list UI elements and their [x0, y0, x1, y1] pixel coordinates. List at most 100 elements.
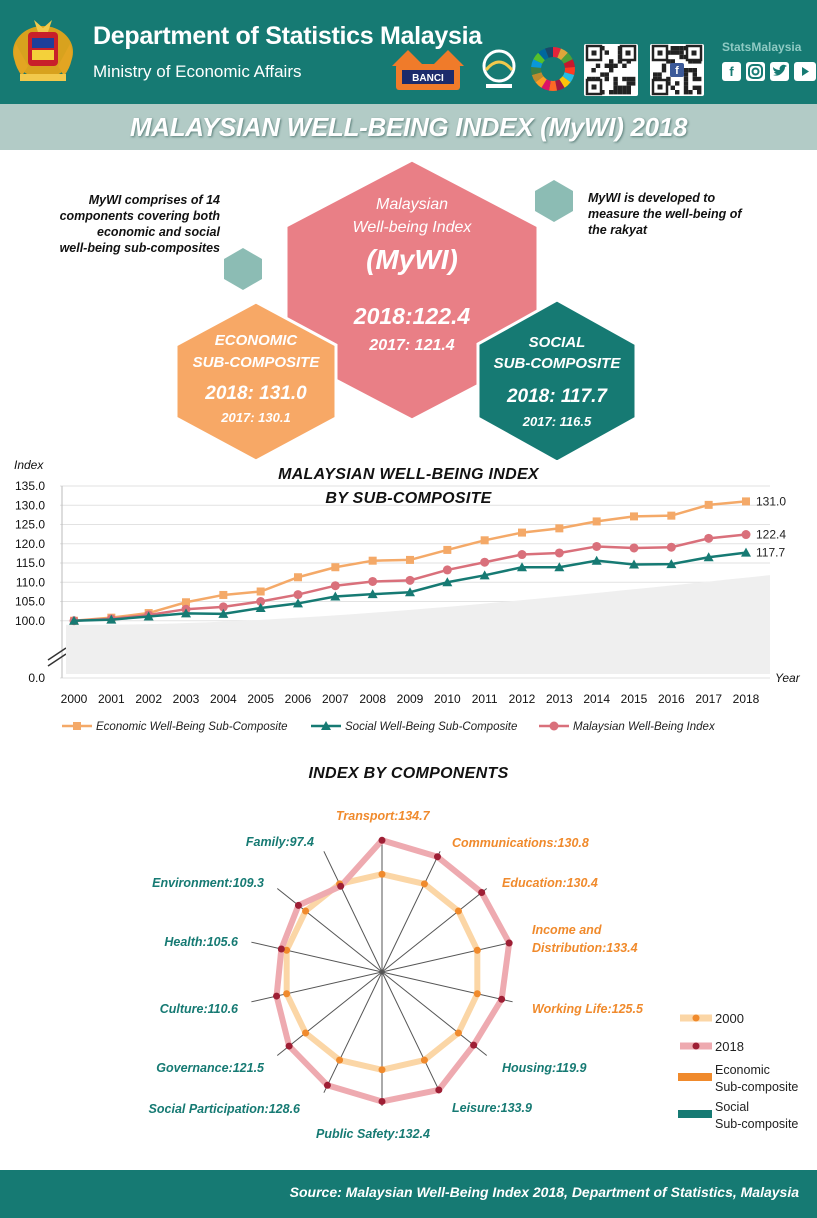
- y-tick-label: 100.0: [15, 614, 45, 628]
- radar-point-2000: [473, 990, 481, 998]
- data-point-circle: [330, 581, 340, 591]
- radar-point-2000: [302, 907, 310, 915]
- radar-label: Leisure:133.9: [452, 1101, 532, 1115]
- youtube-icon[interactable]: [794, 62, 816, 81]
- radar-point-2018: [498, 995, 506, 1003]
- radar-label: Family:97.4: [246, 835, 314, 849]
- x-tick-label: 2012: [509, 692, 536, 706]
- radar-point-2018: [337, 882, 345, 890]
- x-tick-label: 2001: [98, 692, 125, 706]
- radar-label: Social Participation:128.6: [149, 1102, 301, 1116]
- radar-label: Distribution:133.4: [532, 941, 638, 955]
- data-point-triangle: [703, 552, 714, 562]
- radar-point-2000: [378, 1066, 386, 1074]
- note-left-line: components covering both: [59, 209, 220, 223]
- social-hexagon: [476, 298, 638, 460]
- x-tick-label: 2014: [583, 692, 610, 706]
- social-label-line1: SOCIAL: [528, 334, 586, 351]
- note-right: MyWI is developed to measure the well-be…: [588, 190, 788, 238]
- mywi-value-2017: 2017: 121.4: [369, 337, 455, 354]
- legend-label: 2018: [715, 1039, 744, 1054]
- x-tick-label: 2005: [247, 692, 274, 706]
- data-point-triangle: [517, 562, 527, 572]
- note-left: MyWI comprises of 14 components covering…: [30, 192, 220, 256]
- data-point-triangle: [666, 559, 677, 569]
- radar-point-2018: [323, 1081, 331, 1089]
- economic-hexagon: [174, 300, 338, 460]
- radar-point-2018: [435, 1086, 443, 1094]
- axis-break-mark: [47, 653, 67, 667]
- data-point-triangle: [405, 587, 415, 597]
- data-point-circle: [368, 576, 378, 586]
- title-bar: [0, 104, 817, 150]
- radar-spoke: [381, 971, 488, 1056]
- radar-label: Public Safety:132.4: [316, 1127, 430, 1141]
- data-point-circle: [517, 550, 527, 560]
- data-point-triangle: [181, 608, 191, 618]
- legend-marker: [321, 721, 331, 730]
- data-point-square: [368, 556, 377, 565]
- data-point-circle: [629, 543, 639, 553]
- legend-label: Economic Well-Being Sub-Composite: [96, 721, 288, 733]
- legend-marker: [692, 1042, 700, 1050]
- radar-spoke: [381, 971, 441, 1093]
- facebook-icon[interactable]: f: [722, 62, 741, 81]
- radar-spoke: [251, 941, 383, 973]
- department-title: Department of Statistics Malaysia: [93, 22, 482, 50]
- census-globe-logo-icon: [482, 49, 516, 88]
- radar-chart: Transport:134.7 Communications:130.8 Educa…: [149, 809, 799, 1141]
- data-point-square: [406, 555, 414, 564]
- radar-point-2018: [277, 945, 285, 953]
- legend-label: Sub-composite: [715, 1117, 798, 1131]
- y-tick-label: 115.0: [16, 556, 45, 570]
- radar-point-2000: [454, 907, 462, 915]
- footer-bar: [0, 1170, 817, 1218]
- ministry-subtitle: Ministry of Economic Affairs: [93, 62, 302, 81]
- radar-spoke: [381, 888, 488, 973]
- mywi-label-line2: Well-being Index: [352, 219, 472, 236]
- legend-marker: [73, 722, 81, 730]
- data-point-circle: [554, 548, 564, 558]
- legend-label: Economic: [715, 1063, 770, 1077]
- y-tick-label: 125.0: [15, 518, 45, 532]
- axis-break-mark: [47, 647, 67, 661]
- y-tick-label: 120.0: [15, 537, 45, 551]
- data-point-triangle: [69, 615, 79, 625]
- data-point-circle: [442, 565, 452, 575]
- data-point-circle: [218, 602, 228, 612]
- x-tick-label: 2018: [733, 692, 760, 706]
- malaysia-crest-icon: [13, 20, 73, 81]
- qr-code-facebook-icon[interactable]: f: [650, 44, 704, 96]
- social-label-line2: SUB-COMPOSITE: [493, 355, 621, 372]
- legend-marker: [692, 1014, 700, 1022]
- data-point-triangle: [367, 589, 378, 599]
- data-point-square: [742, 497, 750, 506]
- banci-logo-icon: BANCI: [392, 50, 464, 90]
- twitter-icon[interactable]: [770, 62, 789, 81]
- y-tick-label: 110.0: [16, 575, 45, 589]
- data-point-triangle: [330, 591, 341, 601]
- data-point-square: [555, 524, 564, 533]
- sdg-wheel-logo-icon: [531, 47, 575, 91]
- radar-point-2018: [505, 939, 513, 947]
- economic-value-2018: 2018: 131.0: [205, 383, 307, 404]
- qr-code-icon[interactable]: [584, 44, 638, 96]
- social-value-2017: 2017: 116.5: [522, 414, 592, 429]
- data-point-square: [219, 590, 228, 599]
- data-point-square: [256, 587, 265, 596]
- instagram-icon[interactable]: [746, 62, 765, 81]
- radar-spoke: [381, 971, 513, 1003]
- radar-spoke: [276, 888, 383, 973]
- radar-chart-title: INDEX BY COMPONENTS: [308, 765, 509, 782]
- legend-label: Social: [715, 1100, 749, 1114]
- legend-label: 2000: [715, 1011, 744, 1026]
- radar-point-2000: [454, 1029, 462, 1037]
- x-tick-label: 2009: [397, 692, 424, 706]
- radar-label: Transport:134.7: [336, 809, 431, 823]
- data-point-square: [331, 563, 340, 572]
- legend-marker: [549, 721, 559, 731]
- social-value-2018: 2018: 117.7: [506, 386, 607, 407]
- x-axis-label: Year: [775, 671, 801, 685]
- data-point-circle: [405, 575, 415, 585]
- legend-swatch: [678, 1073, 712, 1081]
